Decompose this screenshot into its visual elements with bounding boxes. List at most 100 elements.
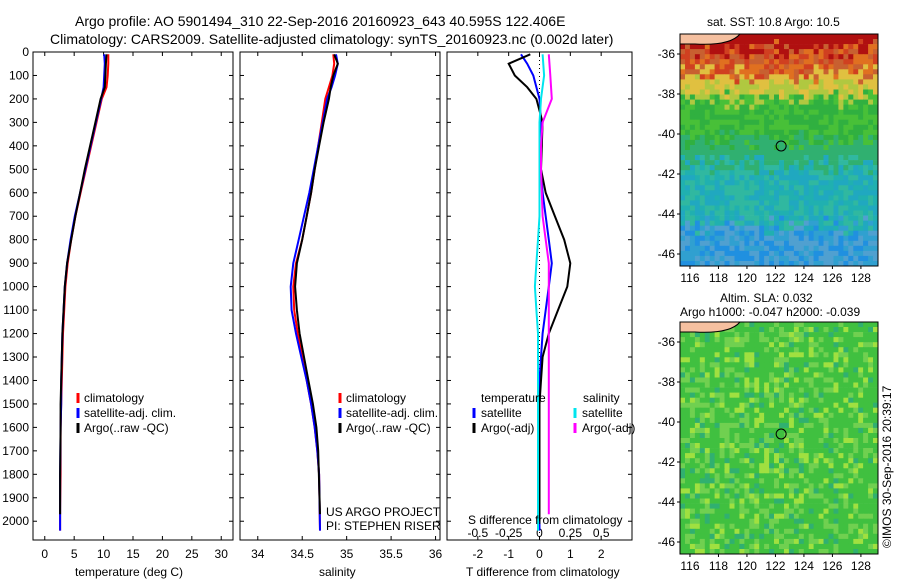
map-cell — [769, 377, 775, 383]
map-cell — [813, 240, 819, 247]
map-cell — [793, 155, 800, 161]
difference-profile-panel: -2-1012-0.5-0.2500.250.5temperaturesalin… — [446, 51, 635, 561]
map-cell — [813, 508, 819, 514]
map-cell — [873, 463, 879, 469]
map-cell — [798, 119, 805, 126]
map-cell — [843, 74, 849, 80]
legend-label: Argo(..raw -QC) — [84, 421, 169, 435]
map-cell — [699, 245, 706, 252]
map-cell — [813, 39, 819, 45]
map-cell — [689, 84, 696, 90]
map-cell — [788, 245, 795, 252]
map-cell — [823, 483, 829, 489]
map-cell — [774, 190, 780, 196]
map-cell — [699, 220, 706, 226]
map-cell — [739, 44, 745, 50]
map-cell — [808, 433, 815, 439]
map-cell — [863, 382, 869, 388]
map-cell — [788, 150, 795, 156]
map-cell — [793, 64, 800, 70]
map-cell — [858, 412, 864, 419]
map-cell — [793, 549, 800, 555]
map-cell — [793, 538, 800, 545]
series-line-climatology — [59, 54, 110, 531]
map-cell — [719, 190, 725, 196]
map-cell — [685, 463, 691, 469]
map-cell — [803, 64, 810, 70]
map-cell — [764, 165, 770, 171]
map-cell — [719, 255, 725, 262]
map-cell — [714, 362, 720, 368]
map-cell — [793, 543, 800, 550]
map-cell — [764, 79, 770, 85]
map-cell — [685, 508, 691, 514]
map-cell — [685, 493, 691, 499]
map-cell — [724, 150, 730, 156]
map-cell — [685, 165, 691, 171]
map-cell — [858, 34, 864, 40]
map-cell — [704, 139, 711, 146]
map-cell — [774, 458, 780, 464]
map-cell — [843, 145, 849, 151]
map-cell — [779, 134, 785, 141]
map-cell — [734, 59, 740, 65]
map-cell — [833, 392, 839, 398]
map-cell — [764, 347, 770, 353]
map-cell — [680, 89, 686, 95]
map-cell — [803, 523, 810, 530]
map-cell — [685, 200, 691, 206]
map-cell — [694, 155, 701, 161]
map-cell — [729, 508, 735, 514]
map-cell — [685, 443, 691, 449]
map-cell — [863, 170, 869, 176]
map-cell — [818, 382, 824, 388]
map-cell — [823, 473, 829, 479]
map-cell — [764, 225, 770, 232]
map-cell — [798, 332, 805, 338]
map-cell — [808, 503, 815, 509]
map-cell — [739, 49, 745, 55]
map-cell — [853, 94, 859, 100]
map-cell — [719, 387, 725, 393]
map-cell — [873, 124, 879, 131]
map-cell — [833, 54, 839, 60]
map-cell — [719, 357, 725, 363]
map-cell — [734, 382, 740, 388]
map-cell — [699, 433, 706, 439]
map-cell — [873, 513, 879, 520]
map-cell — [769, 538, 775, 545]
map-cell — [719, 150, 725, 156]
map-cell — [724, 145, 730, 151]
map-cell — [863, 39, 869, 45]
map-cell — [774, 124, 780, 131]
map-cell — [808, 255, 815, 262]
map-cell — [739, 94, 745, 100]
map-cell — [803, 337, 810, 343]
map-cell — [694, 513, 701, 520]
map-cell — [769, 230, 775, 237]
map-cell — [813, 367, 819, 373]
map-cell — [749, 357, 755, 363]
map-cell — [724, 129, 730, 136]
map-cell — [744, 109, 750, 116]
map-cell — [779, 64, 785, 70]
map-cell — [853, 372, 859, 378]
map-cell — [818, 74, 824, 80]
map-cell — [803, 488, 810, 494]
map-cell — [729, 84, 735, 90]
map-cell — [744, 39, 750, 45]
map-cell — [808, 220, 815, 226]
map-cell — [719, 99, 725, 105]
map-cell — [694, 533, 701, 540]
map-cell — [729, 54, 735, 60]
legend-label: climatology — [346, 391, 406, 405]
map-cell — [818, 387, 824, 393]
map-cell — [788, 518, 795, 525]
map-cell — [729, 438, 735, 444]
map-cell — [704, 357, 711, 363]
map-cell — [714, 332, 720, 338]
map-cell — [689, 407, 696, 414]
map-cell — [798, 337, 805, 343]
map-cell — [764, 543, 770, 550]
map-cell — [769, 185, 775, 191]
